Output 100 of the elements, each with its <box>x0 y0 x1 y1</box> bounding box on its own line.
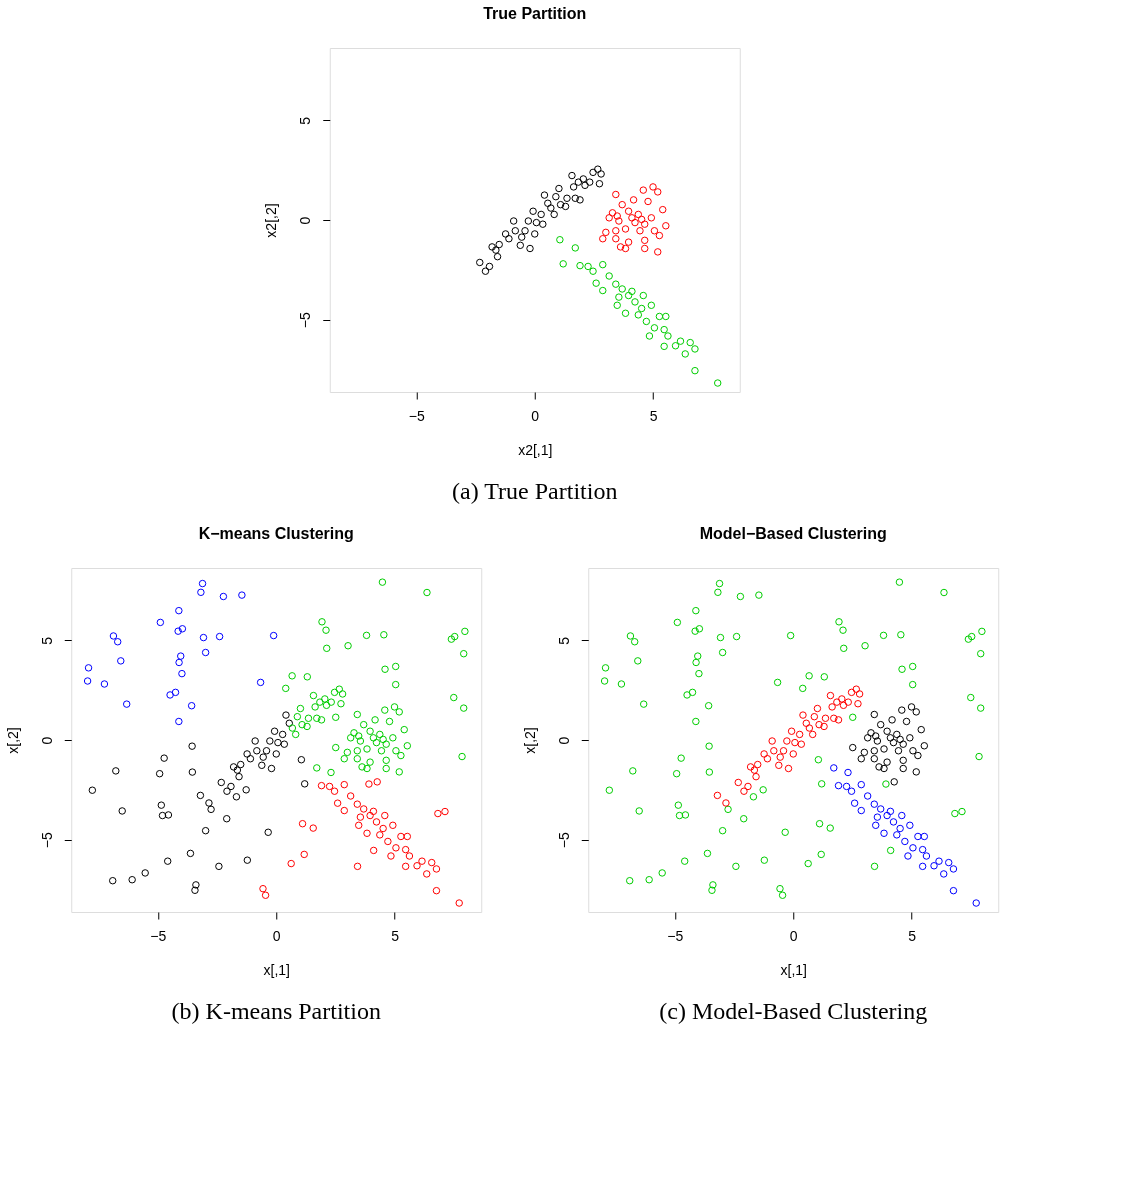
point <box>405 852 414 860</box>
point <box>403 832 412 841</box>
point <box>883 727 891 735</box>
point <box>787 727 796 735</box>
point <box>576 261 584 270</box>
point <box>366 811 374 820</box>
point <box>654 188 662 196</box>
point <box>158 811 167 820</box>
point <box>912 708 920 716</box>
point <box>920 742 929 750</box>
point <box>594 165 602 173</box>
point <box>857 780 866 789</box>
point <box>621 309 630 318</box>
point <box>100 680 109 688</box>
point <box>539 220 547 228</box>
point <box>813 704 822 713</box>
point <box>589 267 597 275</box>
x-tick-label: 5 <box>391 927 400 944</box>
point <box>215 862 223 871</box>
point <box>870 747 879 755</box>
point <box>141 869 149 877</box>
point <box>246 755 255 763</box>
point <box>618 285 626 293</box>
point <box>650 324 659 332</box>
point <box>387 852 395 860</box>
point <box>529 207 537 215</box>
point <box>242 786 250 794</box>
point <box>896 824 904 833</box>
point <box>639 186 648 194</box>
point <box>944 858 953 867</box>
point <box>175 606 183 615</box>
point <box>628 214 636 222</box>
point <box>177 652 185 660</box>
point <box>850 799 859 807</box>
point <box>201 826 210 835</box>
point <box>783 737 791 745</box>
x-tick-label: −5 <box>150 927 167 944</box>
point <box>899 740 907 748</box>
point <box>262 747 271 755</box>
point <box>229 763 238 771</box>
point <box>605 272 613 280</box>
point <box>871 821 880 830</box>
point <box>297 756 306 764</box>
point <box>282 711 290 719</box>
point <box>317 781 326 790</box>
point <box>660 342 668 351</box>
point <box>401 845 410 854</box>
point <box>278 730 287 739</box>
point <box>455 899 463 907</box>
point <box>243 750 251 758</box>
point <box>744 782 752 791</box>
point <box>776 753 784 761</box>
point <box>298 819 307 828</box>
point <box>636 227 644 235</box>
point <box>760 750 768 758</box>
point <box>256 678 265 687</box>
point <box>820 722 828 731</box>
point <box>550 210 558 219</box>
point <box>830 764 838 772</box>
x-tick-label: 0 <box>272 927 281 944</box>
point <box>637 304 646 313</box>
point <box>918 862 927 871</box>
point <box>540 191 549 199</box>
point <box>914 832 922 841</box>
point <box>309 824 317 832</box>
point <box>381 811 389 820</box>
point <box>624 207 633 215</box>
point <box>243 856 252 864</box>
point <box>779 747 788 755</box>
point <box>930 862 938 870</box>
point <box>621 244 630 253</box>
point <box>356 813 365 821</box>
chart-title: True Partition <box>483 5 587 22</box>
point <box>112 767 120 775</box>
point <box>640 244 649 253</box>
point <box>217 778 226 787</box>
point <box>485 262 494 271</box>
point <box>266 737 274 745</box>
point <box>353 862 362 871</box>
y-tick-label: 0 <box>38 736 55 745</box>
point <box>251 737 259 745</box>
point <box>655 231 664 240</box>
point <box>612 227 620 235</box>
point <box>509 217 518 225</box>
point <box>860 748 869 757</box>
point <box>537 210 545 219</box>
point <box>544 199 552 207</box>
point <box>340 780 349 789</box>
point <box>650 227 659 235</box>
point <box>432 865 441 873</box>
y-tick-label: −5 <box>38 831 55 849</box>
point <box>763 755 772 763</box>
point <box>849 743 857 752</box>
point <box>401 862 410 871</box>
point <box>734 778 743 787</box>
point <box>621 225 630 233</box>
point <box>571 244 580 252</box>
x-tick-label: −5 <box>667 927 684 944</box>
point <box>389 821 397 830</box>
point <box>156 618 165 627</box>
